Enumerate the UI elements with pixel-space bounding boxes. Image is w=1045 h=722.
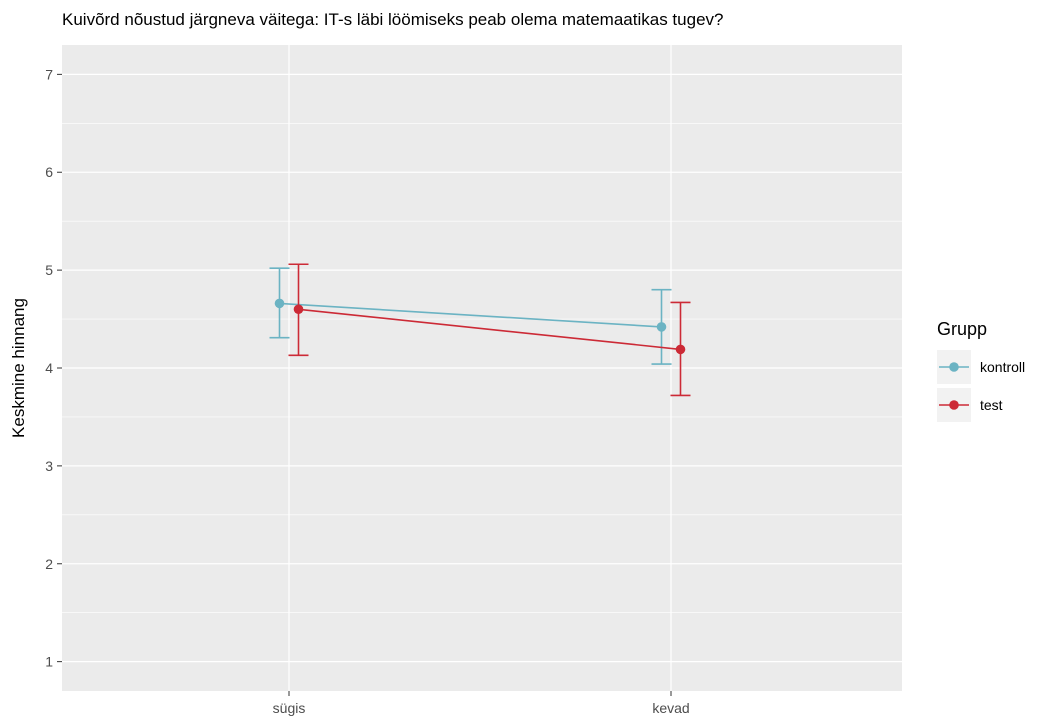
legend-key-point: [949, 362, 959, 372]
data-point: [675, 344, 686, 355]
y-axis: 1 2 3 4 5 6 7: [45, 66, 62, 670]
series-line: [279, 302, 662, 328]
y-tick-label: 1: [45, 654, 53, 670]
series-kontroll: [269, 267, 672, 365]
series-line: [298, 308, 681, 351]
y-tick-label: 5: [45, 262, 53, 278]
minor-gridlines: [62, 123, 902, 613]
legend-label: test: [980, 397, 1003, 413]
legend-item-kontroll: kontroll: [937, 350, 1025, 384]
data-point: [656, 322, 667, 332]
y-axis-label: Keskmine hinnang: [9, 298, 28, 438]
y-tick-label: 6: [45, 164, 53, 180]
legend-label: kontroll: [980, 359, 1025, 375]
legend-key-point: [949, 400, 959, 410]
x-tick-label: sügis: [273, 700, 306, 716]
chart-title: Kuivõrd nõustud järgneva väitega: IT-s l…: [62, 10, 723, 29]
legend: Grupp kontroll test: [937, 319, 1025, 422]
data-point: [293, 304, 304, 315]
x-axis: sügis kevad: [273, 691, 690, 716]
y-tick-label: 2: [45, 556, 53, 572]
legend-title: Grupp: [937, 319, 987, 339]
legend-item-test: test: [937, 388, 1003, 422]
series-test: [288, 263, 691, 397]
data-point: [274, 298, 285, 309]
major-gridlines: [62, 45, 902, 691]
y-tick-label: 3: [45, 458, 53, 474]
y-tick-label: 7: [45, 66, 53, 82]
x-tick-label: kevad: [652, 700, 689, 716]
series-layer: [269, 263, 691, 397]
y-tick-label: 4: [45, 360, 53, 376]
